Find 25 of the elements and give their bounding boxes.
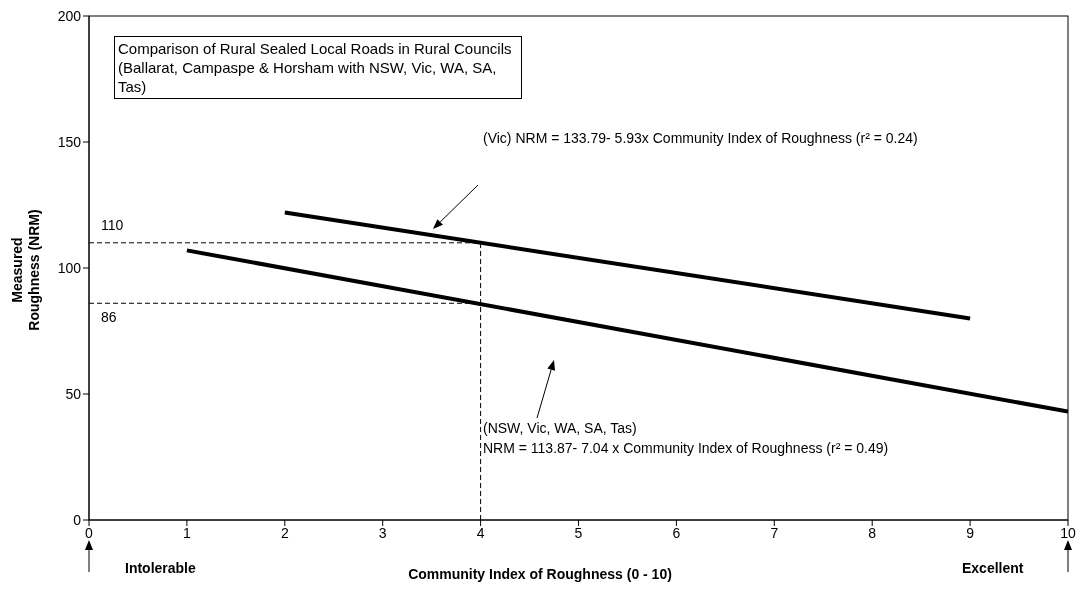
x-tick-label: 7 xyxy=(770,524,779,541)
annotation: Comparison of Rural Sealed Local Roads in Rural Councils (Ballarat, Campaspe & Horsham with NSW, Vic, WA, SA, Tas) xyxy=(114,36,522,99)
text: Excellent xyxy=(962,559,1024,578)
x-tick-label: 8 xyxy=(868,524,877,541)
annotation: 86 xyxy=(101,308,117,328)
annotation: 110 xyxy=(101,215,124,235)
x-tick-label: 4 xyxy=(476,524,485,541)
y-tick-label: 100 xyxy=(57,259,82,276)
x-tick-label: 9 xyxy=(966,524,975,541)
x-tick-label: 0 xyxy=(85,524,94,541)
x-tick-label: 3 xyxy=(378,524,387,541)
text: Intolerable xyxy=(125,559,196,578)
y-tick-label: 150 xyxy=(57,133,82,150)
y-tick-label: 50 xyxy=(65,385,82,402)
y-axis-title: Measured Roughness (NRM) xyxy=(9,208,43,333)
y-tick-label: 0 xyxy=(73,511,82,528)
x-tick-label: 2 xyxy=(280,524,289,541)
annotation: (NSW, Vic, WA, SA, Tas) NRM = 113.87- 7.04 x Community Index of Roughness (r² = 0.49) xyxy=(483,419,889,458)
x-axis-title: Community Index of Roughness (0 - 10) xyxy=(408,566,672,582)
x-tick-label: 10 xyxy=(1060,524,1076,541)
x-tick-label: 1 xyxy=(183,524,191,541)
x-tick-label: 6 xyxy=(672,524,681,541)
y-tick-label: 200 xyxy=(57,7,82,24)
x-tick-label: 5 xyxy=(574,524,583,541)
annotation: (Vic) NRM = 133.79- 5.93x Community Index of Roughness (r² = 0.24) xyxy=(483,129,918,148)
